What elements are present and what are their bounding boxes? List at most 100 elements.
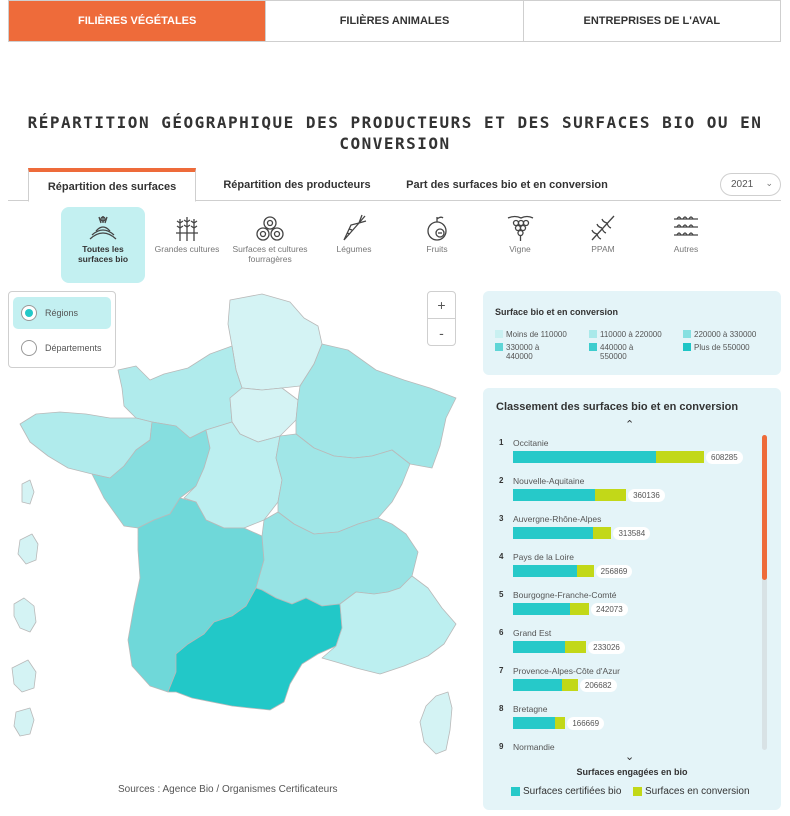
category-label: Grandes cultures [154, 244, 220, 254]
bar-certified-segment [513, 641, 566, 653]
wheat-icon [176, 217, 198, 241]
region-martinique[interactable] [13, 597, 37, 633]
france-map [11, 293, 457, 755]
chevron-down-icon: ⌄ [765, 178, 773, 188]
ranking-row: 9 Normandie [499, 742, 749, 780]
category-label: Fruits [426, 244, 448, 254]
legend-label: Plus de 550000 [694, 343, 750, 352]
region-grand-est[interactable] [295, 343, 457, 469]
ranking-row: 5 Bourgogne-Franche-Comté 242073 [499, 590, 749, 628]
legend-swatch [495, 330, 503, 338]
radio-departements[interactable]: Départements [13, 332, 111, 364]
region-paca[interactable] [321, 575, 457, 675]
zoom-in-button[interactable]: + [428, 292, 455, 319]
ranking-rank: 9 [499, 742, 504, 751]
bar-certified-segment [513, 451, 656, 463]
legend-swatch [633, 787, 642, 796]
bar-conversion-segment [562, 679, 578, 691]
bar-certified-segment [513, 603, 571, 615]
category-vigne[interactable]: Vigne [478, 207, 562, 283]
ranking-bar[interactable] [513, 717, 566, 729]
ranking-panel: Classement des surfaces bio et en conver… [483, 388, 781, 810]
category-grandes-cultures[interactable]: Grandes cultures [145, 207, 229, 283]
zoom-out-button[interactable]: - [439, 324, 444, 341]
legend-swatch [511, 787, 520, 796]
legend-swatch [589, 343, 597, 351]
radio-regions[interactable]: Régions [13, 297, 111, 329]
category-label: Autres [673, 244, 699, 254]
category-ppam[interactable]: PPAM [561, 207, 645, 283]
ranking-region-name: Normandie [513, 742, 555, 752]
category-autres[interactable]: Autres [644, 207, 728, 283]
region-guyane[interactable] [11, 659, 37, 693]
legend-label: 110000 à 220000 [600, 330, 662, 339]
ranking-row: 3 Auvergne-Rhône-Alpes 313584 [499, 514, 749, 552]
herb-icon [591, 215, 615, 241]
legend-swatch [683, 330, 691, 338]
legend-item: Plus de 550000 [683, 343, 750, 352]
region-mayotte[interactable] [21, 479, 35, 505]
ranking-row: 2 Nouvelle-Aquitaine 360136 [499, 476, 749, 514]
tab-filieres-animales[interactable]: FILIÈRES ANIMALES [266, 1, 524, 41]
category-fruits[interactable]: Fruits [395, 207, 479, 283]
top-navigation: FILIÈRES VÉGÉTALES FILIÈRES ANIMALES ENT… [8, 0, 781, 42]
ranking-bar[interactable] [513, 527, 612, 539]
year-select-value: 2021 [731, 179, 754, 190]
year-select[interactable]: 2021 ⌄ [720, 173, 781, 196]
radio-label: Régions [45, 308, 79, 318]
region-centre-val-de-loire[interactable] [183, 421, 283, 529]
ranking-value-badge: 256869 [595, 565, 633, 578]
bar-certified-segment [513, 527, 594, 539]
category-label: Toutes les surfaces bio [77, 244, 129, 264]
ranking-row: 8 Bretagne 166669 [499, 704, 749, 742]
ranking-bar[interactable] [513, 679, 578, 691]
legend-conversion-label: Surfaces en conversion [645, 786, 750, 797]
page-title: RÉPARTITION GÉOGRAPHIQUE DES PRODUCTEURS… [27, 113, 763, 153]
category-toutes-surfaces[interactable]: Toutes les surfaces bio [61, 207, 145, 283]
ranking-rank: 2 [499, 476, 504, 485]
ranking-bar[interactable] [513, 565, 594, 577]
category-label: Vigne [509, 244, 531, 254]
ranking-bar[interactable] [513, 451, 704, 463]
map-legend: Surface bio et en conversion Moins de 11… [483, 291, 781, 375]
radio-label: Départements [45, 343, 102, 353]
ranking-rank: 7 [499, 666, 504, 675]
legend-item: Moins de 110000 [495, 330, 567, 339]
map-level-toggle: Régions Départements [8, 291, 116, 368]
tab-entreprises-aval[interactable]: ENTREPRISES DE L'AVAL [523, 1, 780, 41]
category-label: PPAM [591, 244, 615, 254]
legend-swatch [589, 330, 597, 338]
scrollbar-thumb[interactable] [762, 435, 767, 580]
ranking-bar[interactable] [513, 489, 627, 501]
ranking-region-name: Occitanie [513, 438, 549, 448]
ranking-rank: 1 [499, 438, 504, 447]
region-corse[interactable] [419, 691, 453, 755]
category-legumes[interactable]: Légumes [312, 207, 396, 283]
region-reunion[interactable] [13, 707, 35, 737]
ranking-value-badge: 166669 [567, 717, 605, 730]
ranking-row: 4 Pays de la Loire 256869 [499, 552, 749, 590]
category-surfaces-fourrageres[interactable]: Surfaces et cultures fourragères [228, 207, 312, 283]
ranking-bar[interactable] [513, 641, 587, 653]
ranking-bar[interactable] [513, 603, 589, 615]
ranking-region-name: Nouvelle-Aquitaine [513, 476, 585, 486]
rows-icon [674, 216, 698, 236]
ranking-value-badge: 233026 [588, 641, 625, 654]
tab-filieres-vegetales[interactable]: FILIÈRES VÉGÉTALES [9, 1, 267, 41]
ranking-scrollbar[interactable] [762, 435, 767, 750]
radio-dot [21, 340, 37, 356]
legend-conversion: Surfaces en conversion [633, 786, 750, 797]
legend-swatch [683, 343, 691, 351]
tab-part-surfaces[interactable]: Part des surfaces bio et en conversion [406, 178, 608, 191]
ranking-region-name: Pays de la Loire [513, 552, 574, 562]
legend-label: 440000 à 550000 [600, 343, 634, 361]
zoom-control: + - [427, 291, 456, 346]
scroll-down-chevron-icon[interactable]: ⌄ [625, 751, 635, 763]
region-guadeloupe[interactable] [17, 533, 39, 565]
tab-repartition-producteurs[interactable]: Répartition des producteurs [223, 178, 371, 191]
region-bourgogne-franche-comte[interactable] [275, 433, 411, 535]
ranking-value-badge: 608285 [706, 451, 743, 464]
tab-repartition-surfaces[interactable]: Répartition des surfaces [28, 168, 196, 202]
bar-certified-segment [513, 679, 563, 691]
scroll-up-chevron-icon[interactable]: ⌃ [625, 419, 635, 431]
